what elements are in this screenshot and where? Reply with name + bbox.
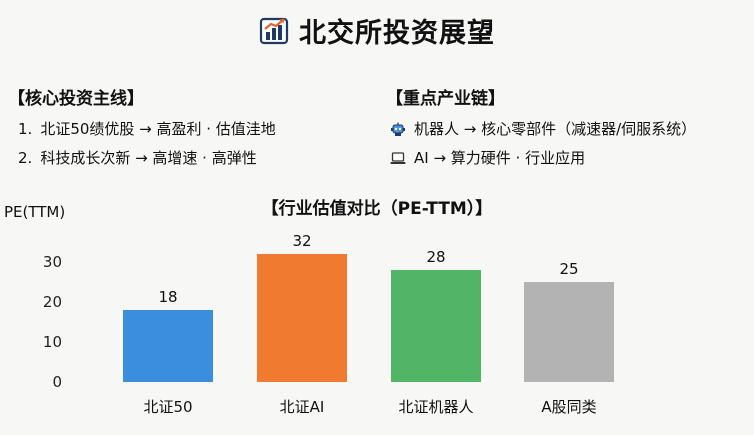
data-label-1: 18 — [158, 288, 177, 306]
x-tick-label-4: A股同类 — [541, 398, 596, 416]
chain-item-1-text: 机器人 → 核心零部件（减速器/伺服系统） — [414, 120, 697, 138]
y-tick-label-10: 10 — [43, 333, 62, 351]
core-item-1: 1. 北证50绩优股 → 高盈利 · 估值洼地 — [18, 118, 276, 139]
y-axis-label: PE(TTM) — [4, 203, 66, 221]
core-item-1-text: 北证50绩优股 → 高盈利 · 估值洼地 — [40, 120, 276, 138]
bar-1 — [123, 310, 213, 382]
y-tick-label-20: 20 — [43, 293, 62, 311]
x-tick-label-1: 北证50 — [143, 398, 192, 416]
y-tick-label-0: 0 — [52, 373, 62, 391]
data-label-3: 28 — [426, 248, 445, 266]
y-tick-label-30: 30 — [43, 253, 62, 271]
bar-3 — [391, 270, 481, 382]
chain-item-1: 机器人 → 核心零部件（减速器/伺服系统） — [390, 118, 696, 139]
laptop-icon — [390, 151, 406, 164]
x-tick-label-3: 北证机器人 — [398, 398, 473, 416]
core-item-2-num: 2. — [18, 148, 33, 167]
page-title: 北交所投资展望 — [299, 17, 495, 49]
bar-2 — [257, 254, 347, 382]
bar-chart-icon — [259, 17, 289, 45]
core-section-title: 【核心投资主线】 — [8, 89, 144, 109]
core-item-1-num: 1. — [18, 119, 33, 138]
data-label-4: 25 — [559, 260, 578, 278]
chain-item-2-text: AI → 算力硬件 · 行业应用 — [414, 149, 586, 167]
data-label-2: 32 — [292, 232, 311, 250]
core-item-2: 2. 科技成长次新 → 高增速 · 高弹性 — [18, 147, 257, 168]
chart-title: 【行业估值对比（PE-TTM）】 — [261, 199, 493, 219]
header: 北交所投资展望 — [0, 10, 754, 50]
robot-icon — [391, 122, 405, 136]
bar-4 — [524, 282, 614, 382]
x-tick-label-2: 北证AI — [280, 398, 325, 416]
chain-section-title: 【重点产业链】 — [386, 89, 505, 109]
core-item-2-text: 科技成长次新 → 高增速 · 高弹性 — [40, 149, 257, 167]
chain-item-2: AI → 算力硬件 · 行业应用 — [390, 147, 585, 168]
